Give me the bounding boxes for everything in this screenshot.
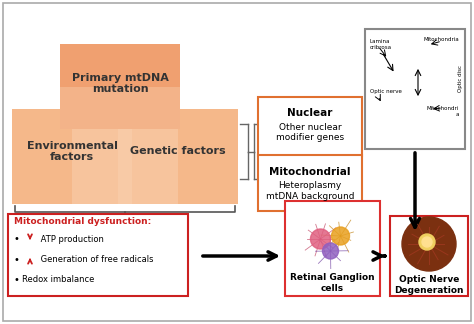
Text: Heteroplasmy
mtDNA background: Heteroplasmy mtDNA background — [266, 181, 354, 201]
Text: Retinal Ganglion
cells: Retinal Ganglion cells — [290, 273, 375, 293]
Text: Optic disc: Optic disc — [458, 65, 464, 92]
FancyBboxPatch shape — [390, 216, 468, 296]
Circle shape — [331, 227, 349, 245]
Text: •: • — [14, 275, 20, 285]
Text: Optic Nerve
Degeneration: Optic Nerve Degeneration — [394, 275, 464, 295]
Text: Redox imbalance: Redox imbalance — [22, 275, 94, 284]
FancyBboxPatch shape — [258, 97, 362, 156]
Text: •: • — [14, 234, 20, 244]
FancyBboxPatch shape — [8, 214, 188, 296]
Text: Other nuclear
modifier genes: Other nuclear modifier genes — [276, 123, 344, 142]
Text: Mitochondrial: Mitochondrial — [269, 167, 351, 177]
FancyBboxPatch shape — [3, 3, 471, 321]
Bar — [60, 87, 180, 129]
Text: •: • — [14, 255, 20, 265]
Circle shape — [402, 217, 456, 271]
Text: Environmental
factors: Environmental factors — [27, 141, 118, 162]
FancyBboxPatch shape — [258, 155, 362, 211]
Text: Mitochondria: Mitochondria — [423, 37, 459, 42]
Text: Generation of free radicals: Generation of free radicals — [38, 256, 154, 264]
FancyBboxPatch shape — [365, 29, 465, 149]
FancyBboxPatch shape — [12, 109, 132, 204]
Text: Lamina
cribrosa: Lamina cribrosa — [370, 39, 392, 50]
Circle shape — [422, 237, 432, 247]
Text: Mitochondri
a: Mitochondri a — [427, 106, 459, 117]
Circle shape — [310, 229, 330, 249]
Text: Primary mtDNA
mutation: Primary mtDNA mutation — [72, 73, 168, 94]
Text: ATP production: ATP production — [38, 235, 104, 244]
Bar — [118, 109, 178, 204]
Circle shape — [419, 234, 435, 250]
Text: Mitochondrial dysfunction:: Mitochondrial dysfunction: — [14, 217, 151, 226]
Text: Optic nerve: Optic nerve — [370, 89, 402, 95]
Circle shape — [322, 243, 338, 259]
Text: Genetic factors: Genetic factors — [130, 146, 226, 156]
FancyBboxPatch shape — [60, 44, 180, 129]
Bar — [72, 109, 132, 204]
FancyBboxPatch shape — [118, 109, 238, 204]
FancyBboxPatch shape — [285, 201, 380, 296]
Text: Nuclear: Nuclear — [287, 108, 333, 118]
